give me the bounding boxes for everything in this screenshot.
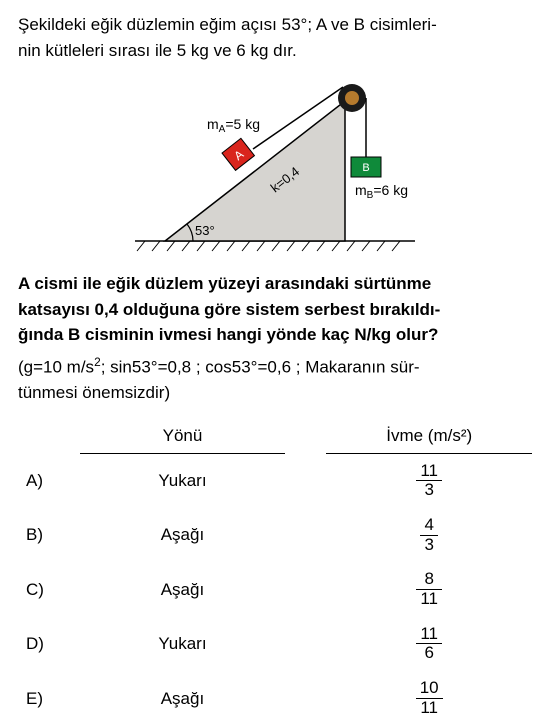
given-values: (g=10 m/s2; sin53°=0,8 ; cos53°=0,6 ; Ma… [18,354,532,406]
option-yonu: Yukarı [80,453,286,508]
option-label: B) [18,508,80,562]
header-blank [18,419,80,453]
given-2: tünmesi önemsizdir) [18,383,170,402]
option-label: E) [18,671,80,725]
block-a: A [222,138,254,170]
option-ivme: 116 [326,617,532,671]
angle-label: 53° [195,223,215,238]
answers-table: Yönü İvme (m/s²) A) Yukarı 113 B) Aşağı … [18,419,532,725]
given-1b: ; sin53°=0,8 ; cos53°=0,6 ; Makaranın sü… [101,357,420,376]
ground-hatch [137,241,400,251]
answer-row: E) Aşağı 1011 [18,671,532,725]
given-1a: (g=10 m/s [18,357,94,376]
option-yonu: Aşağı [80,508,286,562]
option-ivme: 43 [326,508,532,562]
mass-b-label: mB=6 kg [355,182,408,201]
question-bold-2: katsayısı 0,4 olduğuna göre sistem serbe… [18,300,440,319]
option-label: D) [18,617,80,671]
option-label: C) [18,562,80,616]
question-bold-1: A cismi ile eğik düzlem yüzeyi arasındak… [18,274,431,293]
answer-row: B) Aşağı 43 [18,508,532,562]
header-yonu: Yönü [80,419,286,453]
diagram: 53° k=0,4 A mA=5 kg B mB=6 kg [18,71,532,261]
pulley-inner [345,91,359,105]
intro-text: Şekildeki eğik düzlemin eğim açısı 53°; … [18,12,532,63]
header-ivme: İvme (m/s²) [326,419,532,453]
answer-row: C) Aşağı 811 [18,562,532,616]
header-spacer [285,419,326,453]
option-yonu: Aşağı [80,562,286,616]
answer-row: A) Yukarı 113 [18,453,532,508]
mass-a-label: mA=5 kg [207,116,260,135]
answers-body: A) Yukarı 113 B) Aşağı 43 C) Aşağı 811 D… [18,453,532,725]
option-yonu: Aşağı [80,671,286,725]
option-ivme: 113 [326,453,532,508]
option-yonu: Yukarı [80,617,286,671]
incline-diagram: 53° k=0,4 A mA=5 kg B mB=6 kg [115,71,435,261]
option-label: A) [18,453,80,508]
option-ivme: 1011 [326,671,532,725]
intro-line1: Şekildeki eğik düzlemin eğim açısı 53°; … [18,15,437,34]
intro-line2: nin kütleleri sırası ile 5 kg ve 6 kg dı… [18,41,297,60]
question-bold-3: ğında B cisminin ivmesi hangi yönde kaç … [18,325,438,344]
block-b-label: B [362,162,369,174]
given-sup: 2 [94,355,101,369]
option-ivme: 811 [326,562,532,616]
question: A cismi ile eğik düzlem yüzeyi arasındak… [18,271,532,348]
answer-row: D) Yukarı 116 [18,617,532,671]
